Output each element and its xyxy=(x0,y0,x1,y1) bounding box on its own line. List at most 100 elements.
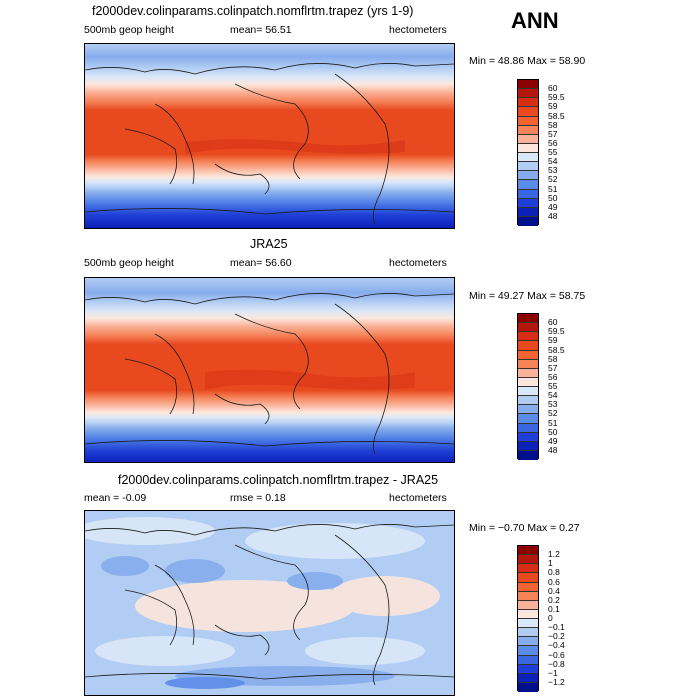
colorbar-segment xyxy=(518,423,538,433)
colorbar-segment xyxy=(518,107,538,117)
colorbar-segment xyxy=(518,609,538,619)
colorbar-segment xyxy=(518,80,538,90)
panel-3-minmax: Min = −0.70 Max = 0.27 xyxy=(469,522,580,534)
panel-3-title: f2000dev.colinparams.colinpatch.nomflrtm… xyxy=(118,473,439,487)
colorbar-level-label: −0.2 xyxy=(548,631,565,642)
colorbar-segment xyxy=(518,153,538,163)
panel-1-mean: mean= 56.51 xyxy=(230,24,292,36)
colorbar-segment xyxy=(518,600,538,610)
colorbar-segment xyxy=(518,555,538,565)
colorbar-level-label: 49 xyxy=(548,435,558,446)
panel-3-units: hectometers xyxy=(389,492,447,504)
colorbar-segment xyxy=(518,162,538,172)
colorbar-segment xyxy=(518,682,538,692)
colorbar-level-label: 50 xyxy=(548,426,558,437)
colorbar-segment xyxy=(518,359,538,369)
colorbar-level-label: 48 xyxy=(548,444,558,455)
panel-2-title: JRA25 xyxy=(250,237,288,251)
colorbar-segment xyxy=(518,171,538,181)
colorbar-level-label: 58.5 xyxy=(548,344,565,355)
panel-3-contour-field xyxy=(85,511,454,695)
panel-2-units: hectometers xyxy=(389,257,447,269)
panel-3-rmse: rmse = 0.18 xyxy=(230,492,286,504)
panel-2-contour-field xyxy=(85,278,454,462)
colorbar-level-label: 58 xyxy=(548,119,558,130)
panel-1-title: f2000dev.colinparams.colinpatch.nomflrtm… xyxy=(92,4,414,18)
colorbar-level-label: −0.8 xyxy=(548,658,565,669)
colorbar-level-label: 51 xyxy=(548,183,558,194)
colorbar-segment xyxy=(518,216,538,226)
colorbar-level-label: 60 xyxy=(548,83,558,94)
colorbar-segment xyxy=(518,441,538,451)
colorbar-segment xyxy=(518,98,538,108)
panel-1-map xyxy=(84,43,455,229)
colorbar-level-label: 56 xyxy=(548,137,558,148)
colorbar-segment xyxy=(518,180,538,190)
colorbar-level-label: 52 xyxy=(548,174,558,185)
panel-3-map xyxy=(84,510,455,696)
colorbar-segment xyxy=(518,332,538,342)
colorbar-level-label: −0.6 xyxy=(548,649,565,660)
panel-1-minmax: Min = 48.86 Max = 58.90 xyxy=(469,55,586,67)
colorbar-segment xyxy=(518,341,538,351)
colorbar-level-label: 59.5 xyxy=(548,92,565,103)
colorbar-segment xyxy=(518,387,538,397)
panel-2-mean: mean= 56.60 xyxy=(230,257,292,269)
colorbar-level-label: 0.2 xyxy=(548,594,560,605)
colorbar-segment xyxy=(518,673,538,683)
colorbar-level-label: 0.1 xyxy=(548,603,560,614)
colorbar-level-label: 53 xyxy=(548,399,558,410)
colorbar-segment xyxy=(518,628,538,638)
colorbar-segment xyxy=(518,582,538,592)
colorbar-level-label: 57 xyxy=(548,128,558,139)
colorbar-level-label: 59.5 xyxy=(548,326,565,337)
panel-2-field-label: 500mb geop height xyxy=(84,257,174,269)
colorbar-level-label: 1 xyxy=(548,558,553,569)
colorbar-segment xyxy=(518,396,538,406)
colorbar-segment xyxy=(518,116,538,126)
colorbar-level-label: 60 xyxy=(548,317,558,328)
colorbar-segment xyxy=(518,368,538,378)
panel-2-minmax: Min = 49.27 Max = 58.75 xyxy=(469,290,586,302)
colorbar-segment xyxy=(518,646,538,656)
colorbar-segment xyxy=(518,573,538,583)
colorbar-segment xyxy=(518,546,538,556)
colorbar-segment xyxy=(518,125,538,135)
colorbar-level-label: 49 xyxy=(548,201,558,212)
colorbar-level-label: 1.2 xyxy=(548,549,560,560)
colorbar-level-label: 58 xyxy=(548,353,558,364)
colorbar-level-label: 59 xyxy=(548,101,558,112)
colorbar-level-label: −0.1 xyxy=(548,622,565,633)
colorbar-segment xyxy=(518,323,538,333)
panel-2-map xyxy=(84,277,455,463)
panel-2-colorbar xyxy=(517,313,539,460)
panel-1-units: hectometers xyxy=(389,24,447,36)
colorbar-level-label: 55 xyxy=(548,147,558,157)
colorbar-segment xyxy=(518,450,538,460)
colorbar-level-label: −1.2 xyxy=(548,676,565,687)
colorbar-level-label: 0.4 xyxy=(548,585,560,596)
colorbar-level-label: 58.5 xyxy=(548,110,565,121)
colorbar-segment xyxy=(518,314,538,324)
panel-3-colorbar xyxy=(517,545,539,692)
colorbar-segment xyxy=(518,655,538,665)
colorbar-segment xyxy=(518,134,538,144)
colorbar-level-label: 53 xyxy=(548,165,558,176)
colorbar-segment xyxy=(518,664,538,674)
colorbar-segment xyxy=(518,189,538,199)
panel-1-field-label: 500mb geop height xyxy=(84,24,174,36)
colorbar-level-label: 0.6 xyxy=(548,576,560,587)
colorbar-level-label: 57 xyxy=(548,362,558,373)
colorbar-segment xyxy=(518,432,538,442)
colorbar-segment xyxy=(518,350,538,360)
season-label: ANN xyxy=(511,8,559,33)
panel-1-contour-field xyxy=(85,44,454,228)
colorbar-level-label: 54 xyxy=(548,156,558,167)
colorbar-level-label: 51 xyxy=(548,417,558,428)
colorbar-level-label: −1 xyxy=(548,667,558,678)
colorbar-level-label: 54 xyxy=(548,390,558,401)
colorbar-segment xyxy=(518,207,538,217)
colorbar-level-label: 0.8 xyxy=(548,567,560,578)
colorbar-segment xyxy=(518,619,538,629)
colorbar-level-label: 55 xyxy=(548,381,558,391)
